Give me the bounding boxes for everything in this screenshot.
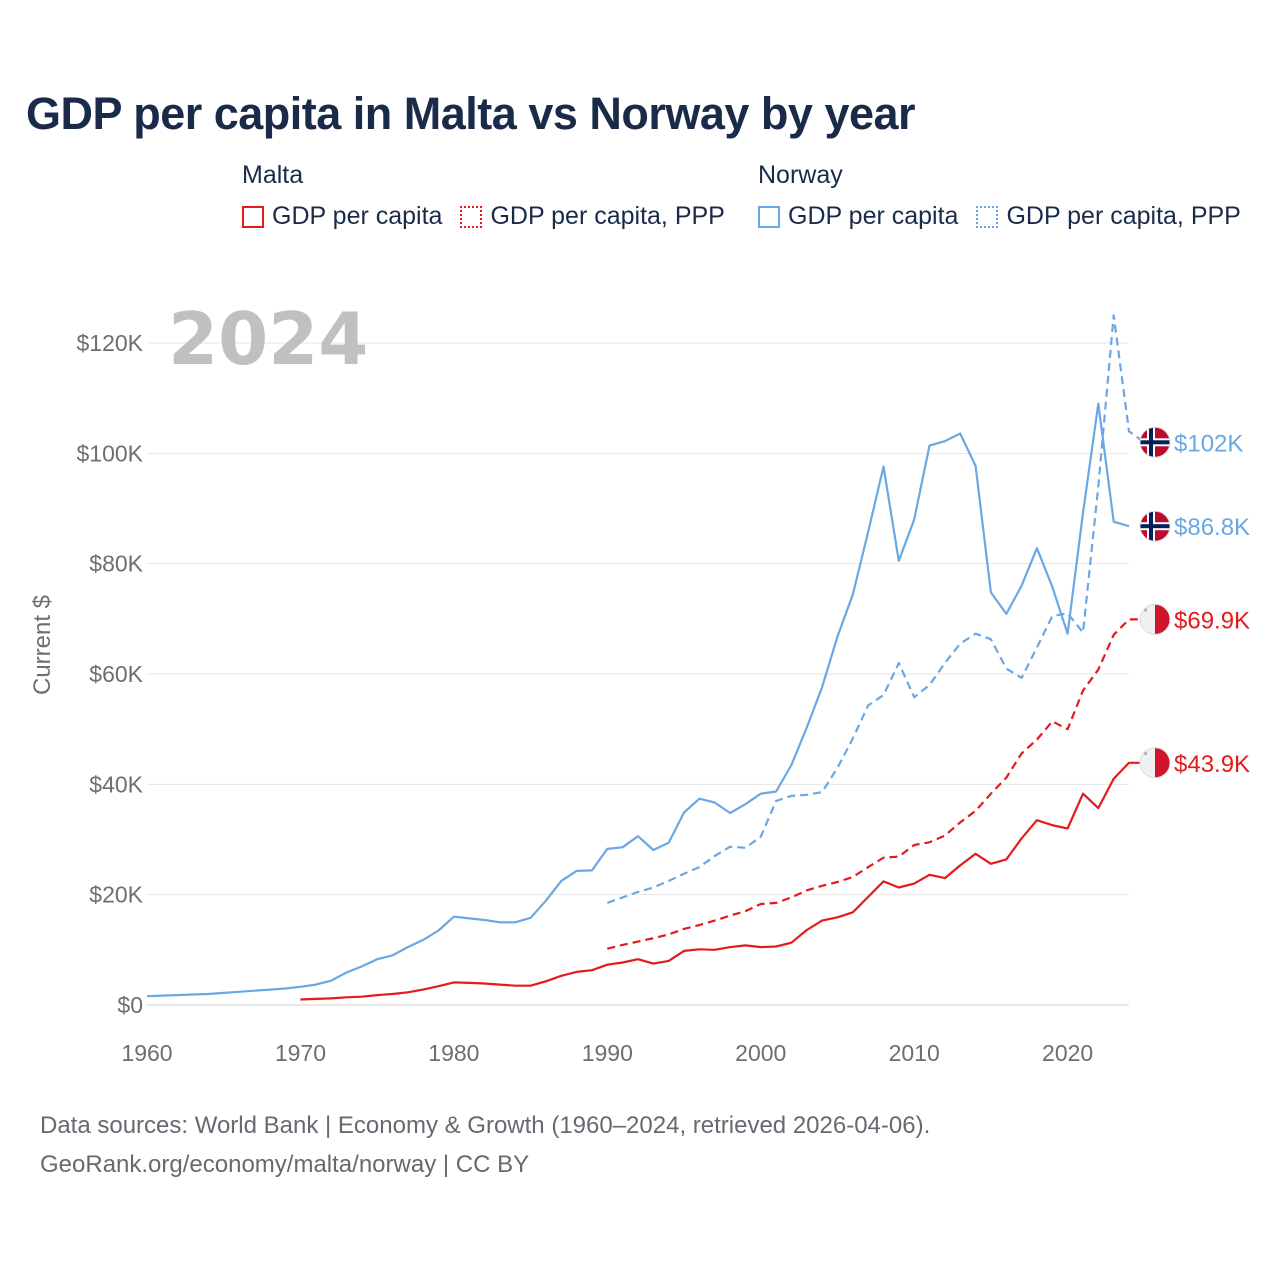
dotted-line-swatch-icon bbox=[460, 205, 483, 228]
y-tick-label: $80K bbox=[89, 551, 143, 577]
legend-norway-ppp[interactable]: GDP per capita, PPP bbox=[976, 202, 1241, 231]
series-lines bbox=[146, 314, 1145, 1001]
legend-norway: Norway GDP per capita GDP per capita, PP… bbox=[758, 160, 1241, 231]
norway-flag-icon bbox=[1139, 426, 1171, 458]
series-line-malta-solid bbox=[300, 761, 1145, 1001]
end-value-label: $102K bbox=[1174, 430, 1243, 457]
x-axis-ticks: 1960 1970 1980 1990 2000 2010 2020 bbox=[121, 1040, 1093, 1066]
y-axis-title: Current $ bbox=[29, 595, 56, 695]
norway-flag-icon bbox=[1139, 510, 1171, 542]
footer: Data sources: World Bank | Economy & Gro… bbox=[40, 1106, 930, 1184]
year-label: 2024 bbox=[168, 297, 368, 381]
y-tick-label: $40K bbox=[89, 771, 143, 797]
end-value-label: $69.9K bbox=[1174, 607, 1250, 634]
footer-attribution: GeoRank.org/economy/malta/norway | CC BY bbox=[40, 1151, 530, 1178]
y-tick-label: $120K bbox=[76, 330, 143, 356]
series-line-norway-dashed bbox=[606, 314, 1145, 904]
legend-malta-ppp[interactable]: GDP per capita, PPP bbox=[460, 202, 725, 231]
dotted-line-swatch-icon bbox=[976, 205, 999, 228]
y-tick-label: $20K bbox=[89, 882, 143, 908]
x-tick-label: 2000 bbox=[735, 1040, 786, 1066]
legend-malta-gdp[interactable]: GDP per capita bbox=[242, 202, 442, 231]
legend-norway-gdp[interactable]: GDP per capita bbox=[758, 202, 958, 231]
chart-title: GDP per capita in Malta vs Norway by yea… bbox=[26, 88, 916, 139]
y-axis-ticks: $0 $20K $40K $60K $80K $100K $120K bbox=[76, 330, 143, 1018]
end-value-label: $86.8K bbox=[1174, 514, 1250, 541]
x-tick-label: 1970 bbox=[275, 1040, 326, 1066]
x-tick-label: 1960 bbox=[121, 1040, 172, 1066]
legend-malta-ppp-label: GDP per capita, PPP bbox=[490, 202, 725, 230]
series-line-norway-solid bbox=[146, 402, 1130, 998]
malta-flag-icon bbox=[1139, 603, 1171, 635]
series-line-malta-dashed bbox=[607, 618, 1145, 950]
legend-malta-title: Malta bbox=[242, 161, 304, 189]
y-tick-label: $60K bbox=[89, 661, 143, 687]
x-tick-label: 2010 bbox=[889, 1040, 940, 1066]
solid-line-swatch-icon bbox=[758, 205, 780, 228]
grid-lines bbox=[147, 342, 1129, 1006]
malta-flag-icon bbox=[1139, 747, 1171, 779]
legend-norway-gdp-label: GDP per capita bbox=[788, 202, 959, 230]
end-markers: $86.8K $102K $43.9K $69.9K bbox=[1139, 426, 1250, 779]
legend-norway-title: Norway bbox=[758, 161, 843, 189]
solid-line-swatch-icon bbox=[242, 205, 264, 228]
x-tick-label: 1980 bbox=[428, 1040, 479, 1066]
legend-malta: Malta GDP per capita GDP per capita, PPP bbox=[242, 160, 725, 231]
x-tick-label: 2020 bbox=[1042, 1040, 1093, 1066]
y-tick-label: $0 bbox=[117, 992, 143, 1018]
legend-malta-gdp-label: GDP per capita bbox=[272, 202, 443, 230]
legend-norway-ppp-label: GDP per capita, PPP bbox=[1006, 202, 1241, 230]
footer-sources: Data sources: World Bank | Economy & Gro… bbox=[40, 1112, 931, 1139]
y-tick-label: $100K bbox=[76, 440, 143, 466]
x-tick-label: 1990 bbox=[582, 1040, 633, 1066]
end-value-label: $43.9K bbox=[1174, 751, 1250, 778]
